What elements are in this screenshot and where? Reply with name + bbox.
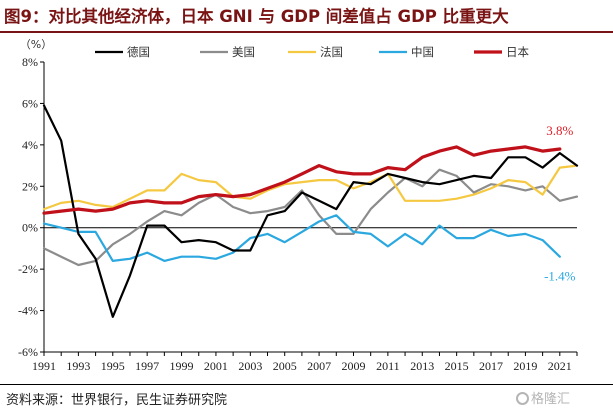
watermark-logo-icon [516,392,529,405]
series-line-usa [42,168,579,267]
y-tick-label: -4% [18,304,38,318]
y-tick-label: -2% [18,262,38,276]
x-tick-label: 1999 [170,359,194,373]
y-tick-label: -6% [18,345,38,359]
source-note: 资料来源：世界银行，民生证券研究院 [6,393,228,408]
series-line-germany [42,104,579,318]
title-divider [0,31,613,33]
y-tick-label: 2% [22,179,38,193]
watermark-text: 格隆汇 [531,392,571,407]
footer-divider [0,384,613,385]
series-line-france [42,164,579,211]
x-tick-label: 2021 [548,359,572,373]
x-tick-label: 2005 [273,359,297,373]
chart-title: 图9：对比其他经济体，日本 GNI 与 GDP 间差值占 GDP 比重更大 [4,7,509,26]
x-tick-label: 1997 [135,359,159,373]
series-line-china [42,214,561,262]
x-tick-label: 2015 [445,359,469,373]
y-tick-label: 4% [22,138,38,152]
y-tick-label: 6% [22,96,38,110]
legend-label: 法国 [320,45,343,59]
legend-label: 中国 [411,45,434,59]
x-tick-label: 1991 [32,359,56,373]
series-line-japan [42,145,562,215]
x-tick-label: 2007 [307,359,331,373]
x-tick-label: 2009 [341,359,365,373]
x-tick-label: 2003 [238,359,262,373]
x-tick-label: 2011 [376,359,400,373]
legend-label: 德国 [127,45,150,59]
end-value-label: -1.4% [544,269,576,284]
legend-label: 日本 [506,45,529,59]
x-tick-label: 2019 [513,359,537,373]
y-tick-label: 8% [22,55,38,69]
x-tick-label: 2013 [410,359,434,373]
x-tick-label: 2017 [479,359,503,373]
legend-label: 美国 [232,45,255,59]
x-tick-label: 2001 [204,359,228,373]
end-value-label: 3.8% [546,123,573,138]
y-tick-label: 0% [22,221,38,235]
x-tick-label: 1995 [101,359,125,373]
line-chart: （%） -6% -4% -2% 0% 2% 4% 6% 8% 1991 1993 1995 1997 19… [18,38,579,373]
y-axis-unit-label: （%） [20,38,52,51]
x-tick-label: 1993 [66,359,90,373]
watermark: 格隆汇 [516,388,570,407]
